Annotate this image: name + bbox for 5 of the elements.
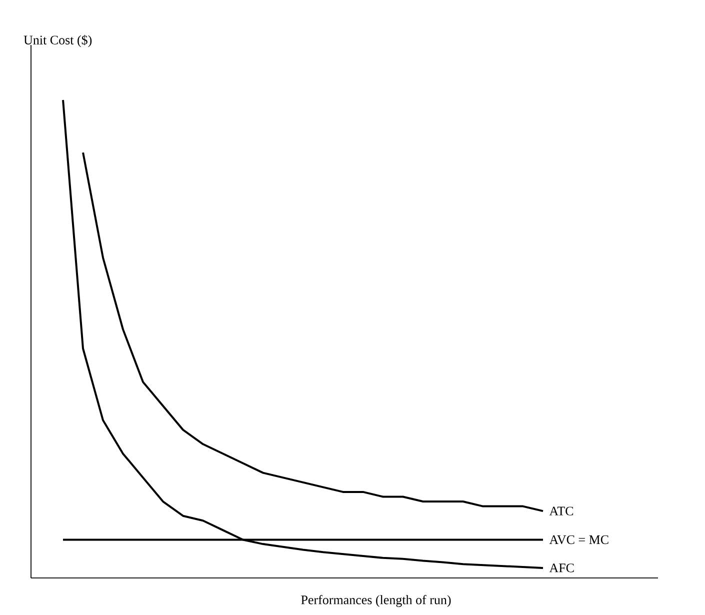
x-axis-title: Performances (length of run) [301,595,451,607]
series-label: ATC [549,506,574,516]
y-axis-title: Unit Cost ($) [24,34,92,48]
series-label: AFC [549,564,574,572]
series-label: AVC = MC [549,535,608,544]
